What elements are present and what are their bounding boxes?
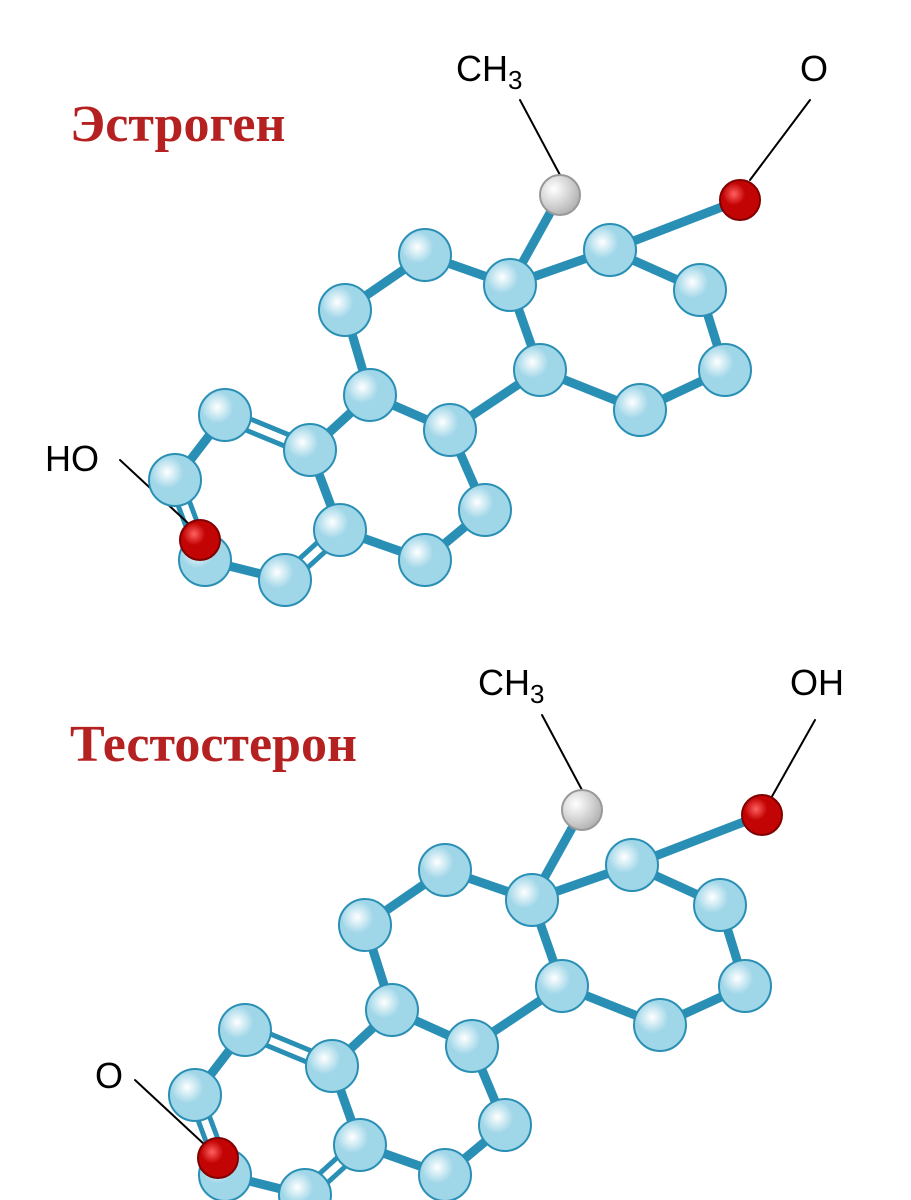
- testosterone-title: Тестостерон: [70, 715, 357, 774]
- ch3-label-testosterone: CH3: [478, 662, 544, 710]
- ho-label-estrogen: HO: [45, 438, 99, 480]
- o-label-estrogen-right: O: [800, 48, 828, 90]
- estrogen-title: Эстроген: [70, 95, 285, 154]
- o-label-testosterone-left: O: [95, 1055, 123, 1097]
- oh-label-testosterone: OH: [790, 662, 844, 704]
- ch3-label-estrogen: CH3: [456, 48, 522, 96]
- molecule-diagram: [0, 0, 911, 1200]
